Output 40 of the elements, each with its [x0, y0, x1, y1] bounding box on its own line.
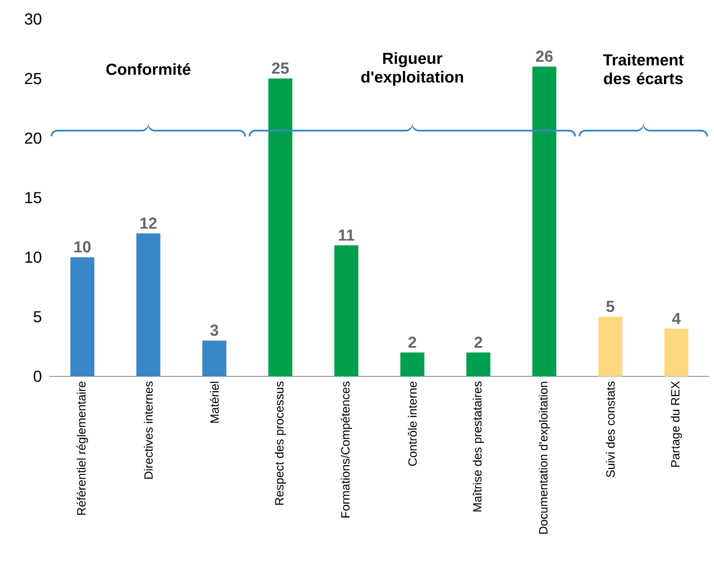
- bar: [598, 316, 622, 376]
- bar: [136, 233, 160, 376]
- x-tick-label: Formations/Compétences: [340, 381, 352, 518]
- data-label: 4: [672, 312, 681, 324]
- bar: [532, 66, 556, 376]
- x-tick-label: Référentiel réglementaire: [76, 382, 88, 515]
- y-tick-label: 20: [24, 132, 42, 144]
- x-tick-label: Matériel: [210, 382, 219, 423]
- data-label: 2: [408, 336, 416, 348]
- bar: [268, 78, 292, 376]
- data-label: 10: [74, 241, 91, 252]
- bar: [334, 245, 358, 376]
- x-tick-label: Suivi des constats: [606, 381, 615, 478]
- y-tick-label: 30: [24, 13, 42, 25]
- x-tick-label: Documentation d'exploitation: [538, 382, 550, 534]
- y-tick-label: 25: [24, 72, 42, 84]
- bar: [466, 352, 490, 376]
- y-tick-label: 5: [34, 311, 42, 322]
- x-tick-label: Contrôle interne: [408, 382, 417, 466]
- x-tick-label: Maîtrise des prestataires: [472, 381, 484, 512]
- x-tick-label: Respect des processus: [274, 381, 286, 505]
- annotation: Conformité: [106, 63, 190, 75]
- data-label: 11: [338, 230, 354, 241]
- x-tick-label: Directives internes: [144, 381, 153, 479]
- bar: [70, 257, 94, 376]
- y-tick-label: 0: [34, 370, 42, 382]
- bar: [202, 340, 226, 376]
- y-tick-label: 15: [25, 192, 42, 204]
- data-label: 5: [606, 300, 614, 312]
- annotation: Traitement des écarts: [603, 54, 684, 84]
- y-tick-label: 10: [25, 252, 42, 263]
- annotation: Rigueur d'exploitation: [361, 52, 464, 86]
- x-tick-label: Partage du REX: [670, 381, 682, 467]
- bar: [400, 352, 424, 376]
- data-label: 26: [536, 50, 553, 62]
- data-label: 2: [474, 336, 482, 348]
- data-label: 3: [210, 324, 218, 336]
- data-label: 12: [140, 218, 157, 229]
- data-label: 25: [272, 62, 289, 74]
- bar: [664, 328, 688, 376]
